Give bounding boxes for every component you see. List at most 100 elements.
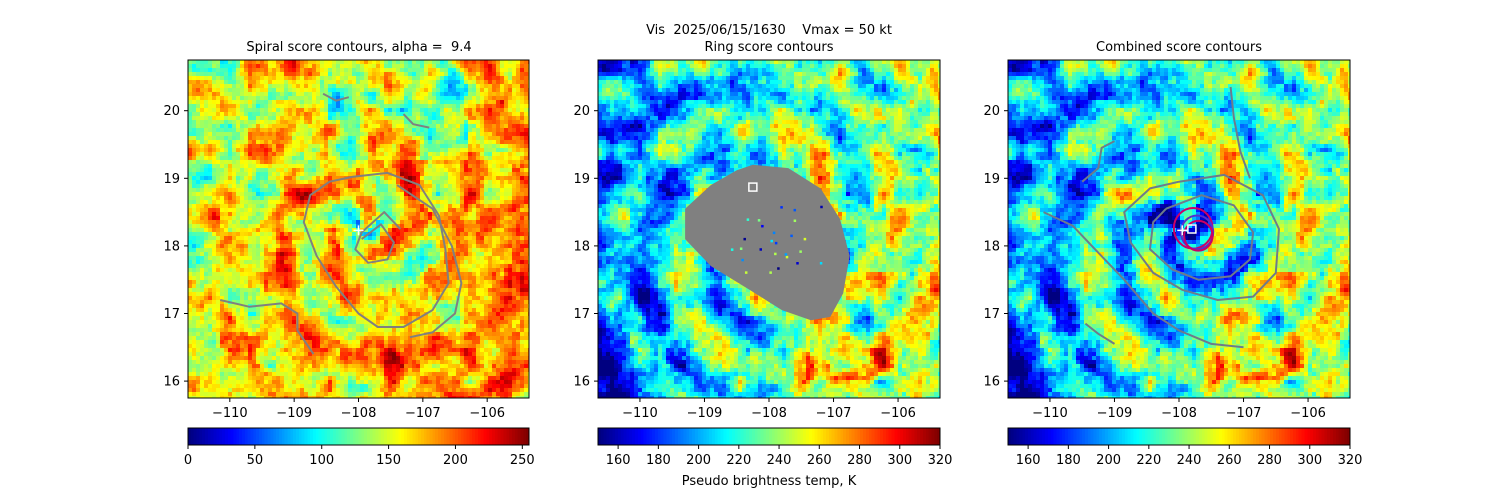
x-tick-label: −108 [341,406,377,421]
mask-speckle [790,234,793,238]
colorbar-tick-label: 200 [443,453,468,468]
y-tick-label: 19 [573,172,590,187]
contour-line [219,299,315,355]
contour-line [1081,140,1115,183]
contour-line [1149,194,1255,281]
y-tick-label: 19 [163,172,180,187]
plot-overlay [685,164,850,321]
mask-speckle [744,271,748,274]
mask-speckle [741,258,744,262]
y-tick-label: 17 [163,307,180,322]
x-tick-label: −110 [212,406,248,421]
contour-line [1123,173,1280,301]
colorbar-tick-label: 240 [767,453,792,468]
center-ring [1183,219,1214,252]
y-tick-label: 16 [163,375,180,390]
y-tick-label: 20 [573,104,590,119]
colorbar-tick-label: 250 [510,453,535,468]
colorbar-frame [1007,427,1351,446]
mask-speckle [774,252,777,256]
x-tick-label: −109 [1097,406,1133,421]
heatmap-field [1008,60,1351,399]
y-tick-label: 18 [573,239,590,254]
colorbar-tick-label: 260 [1217,453,1242,468]
x-tick-label: −106 [1290,406,1326,421]
x-tick-label: −107 [816,406,852,421]
x-tick-label: −110 [1032,406,1068,421]
colorbar-frame [187,427,530,446]
colorbar-tick-label: 160 [1016,453,1041,468]
contour-line [1229,86,1251,179]
contour-line [396,184,463,339]
mask-speckle [777,267,780,270]
colorbar [1008,428,1351,445]
mask-speckle [743,237,746,241]
colorbar-tick-label: 220 [1136,453,1161,468]
panel-title-combined: Combined score contours [979,40,1379,55]
colorbar-tick-label: 150 [376,453,401,468]
masked-region [685,164,850,321]
mask-speckle [819,262,823,265]
y-tick-label: 18 [983,239,1000,254]
colorbar-tick-label: 300 [887,453,912,468]
figure-suptitle: Vis 2025/06/15/1630 Vmax = 50 kt [569,23,969,38]
mask-speckle [730,248,734,251]
colorbar-label: Pseudo brightness temp, K [682,474,857,489]
x-tick-label: −110 [622,406,658,421]
colorbar [598,428,941,445]
colorbar-tick-label: 240 [1177,453,1202,468]
mask-speckle [799,250,802,253]
contour-line [402,113,430,129]
center-square-marker [748,182,758,192]
mask-speckle [793,208,797,212]
colorbar-tick-label: 320 [928,453,953,468]
plot-overlay [1043,86,1280,349]
colorbar [188,428,530,445]
mask-speckle [772,231,776,235]
x-tick-label: −109 [276,406,312,421]
colorbar-tick-label: 0 [184,453,192,468]
contour-line [322,92,350,102]
colorbar-tick-label: 160 [606,453,631,468]
x-tick-label: −107 [405,406,441,421]
x-tick-label: −108 [751,406,787,421]
mask-speckle [796,262,799,265]
center-square-marker [1187,224,1197,234]
colorbar-tick-label: 50 [247,453,264,468]
mask-speckle [757,219,761,222]
y-tick-label: 18 [163,239,180,254]
x-tick-label: −107 [1226,406,1262,421]
x-tick-label: −109 [687,406,723,421]
mask-speckle [780,206,783,209]
mask-speckle [746,218,750,221]
y-tick-label: 20 [983,104,1000,119]
colorbar-tick-label: 320 [1338,453,1363,468]
mask-speckle [784,253,788,256]
colorbar-tick-label: 260 [807,453,832,468]
mask-speckle [739,247,743,250]
y-tick-label: 20 [163,104,180,119]
colorbar-tick-label: 180 [646,453,671,468]
y-tick-label: 16 [573,375,590,390]
y-tick-label: 16 [983,375,1000,390]
mask-speckle [785,255,789,259]
mask-speckle [759,248,762,251]
colorbar-tick-label: 280 [847,453,872,468]
x-tick-label: −106 [469,406,505,421]
colorbar-tick-label: 180 [1056,453,1081,468]
mask-speckle [793,219,797,223]
mask-speckle [803,237,807,241]
panel-title-spiral: Spiral score contours, alpha = 9.4 [159,40,559,55]
x-tick-label: −106 [880,406,916,421]
contour-line [302,171,450,328]
colorbar-tick-label: 100 [309,453,334,468]
mask-speckle [770,239,773,243]
y-tick-label: 19 [983,172,1000,187]
center-plus-marker [353,225,364,236]
y-tick-label: 17 [983,307,1000,322]
colorbar-frame [597,427,941,446]
colorbar-tick-label: 220 [726,453,751,468]
colorbar-tick-label: 280 [1257,453,1282,468]
contour-line [1084,322,1116,345]
y-tick-label: 17 [573,307,590,322]
